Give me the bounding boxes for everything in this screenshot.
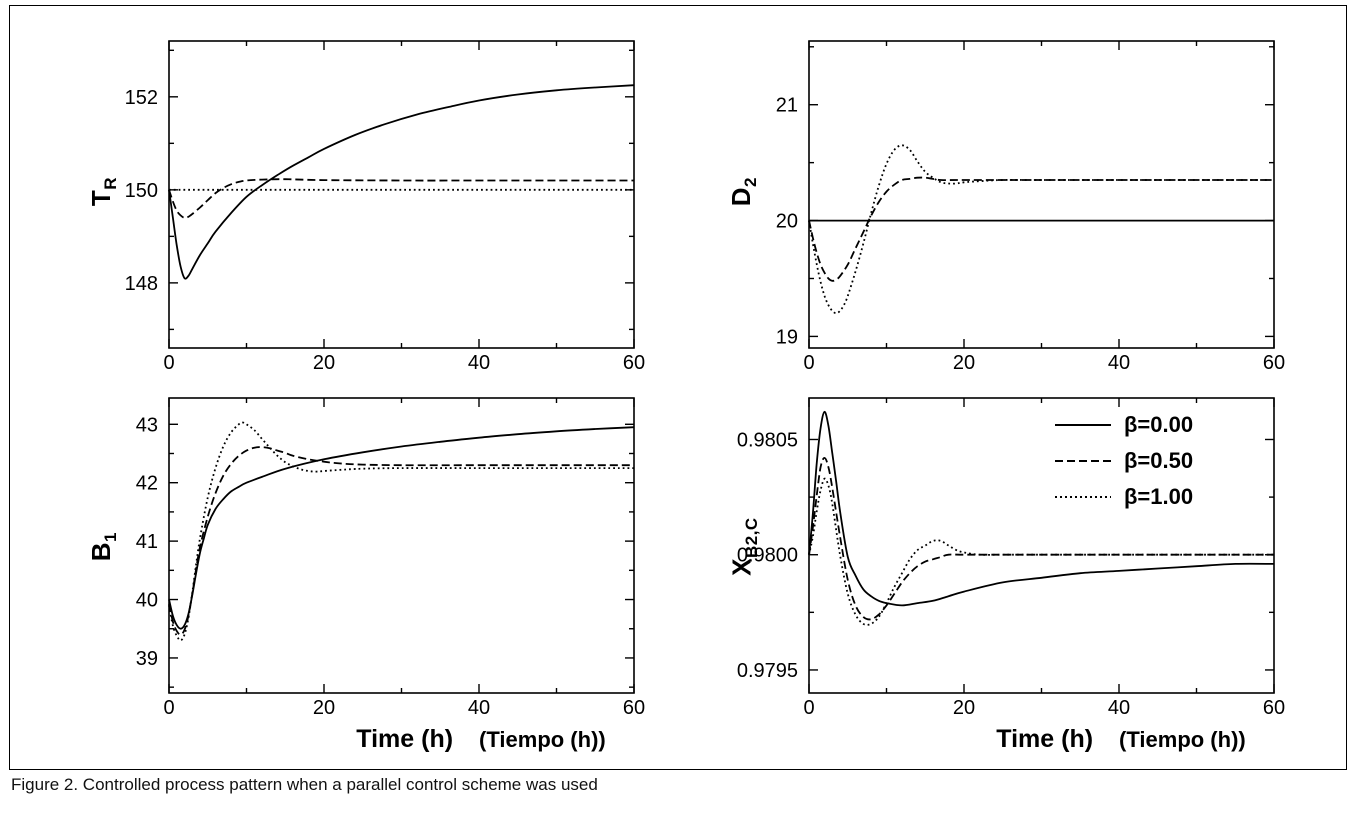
legend-item-beta-000: β=0.00: [1054, 407, 1193, 443]
svg-text:39: 39: [136, 648, 158, 670]
svg-text:40: 40: [468, 697, 490, 719]
svg-text:0: 0: [803, 697, 814, 719]
svg-text:0.9800: 0.9800: [737, 545, 798, 567]
svg-text:152: 152: [125, 87, 158, 109]
x-axis-title-es: (Tiempo (h)): [1119, 727, 1246, 752]
legend: β=0.00 β=0.50 β=1.00: [1054, 407, 1193, 515]
svg-text:40: 40: [1108, 352, 1130, 371]
svg-text:20: 20: [313, 352, 335, 371]
b1-plot: 0 20 40 60 39 40 41 42 43: [136, 397, 645, 719]
panel-xb2c: XB2,C 0 20 40 60 0.9795 0.9800 0.9805 Time (h)…: [661, 369, 1311, 764]
svg-text:0: 0: [803, 352, 814, 371]
x-axis-title-en: Time (h): [356, 725, 454, 753]
legend-label: β=0.00: [1124, 412, 1194, 437]
svg-text:0.9795: 0.9795: [737, 660, 798, 682]
svg-text:60: 60: [1263, 352, 1285, 371]
legend-line-dotted-icon: [1055, 496, 1111, 498]
svg-text:20: 20: [313, 697, 335, 719]
svg-text:60: 60: [623, 697, 645, 719]
x-axis-title: Time (h) (Tiempo (h)): [996, 725, 1245, 754]
svg-text:20: 20: [776, 211, 798, 233]
x-axis-title: Time (h) (Tiempo (h)): [356, 725, 605, 754]
svg-text:148: 148: [125, 273, 158, 295]
legend-item-beta-100: β=1.00: [1054, 479, 1193, 515]
svg-text:60: 60: [1263, 697, 1285, 719]
svg-text:40: 40: [136, 590, 158, 612]
legend-line-solid-icon: [1055, 424, 1111, 426]
svg-text:42: 42: [136, 473, 158, 495]
svg-text:60: 60: [623, 352, 645, 371]
svg-text:43: 43: [136, 414, 158, 436]
svg-text:0: 0: [163, 352, 174, 371]
legend-label: β=0.50: [1124, 448, 1194, 473]
svg-text:20: 20: [953, 352, 975, 371]
svg-text:0: 0: [163, 697, 174, 719]
svg-text:40: 40: [1108, 697, 1130, 719]
panel-tr: TR 0 20 40 60 148 150 152: [21, 11, 661, 373]
figure-2-frame: TR 0 20 40 60 148 150 152 D2 0 20 40 60 19 20 21 B1 …: [9, 5, 1347, 770]
legend-line-dashed-icon: [1055, 460, 1111, 462]
tr-plot: 0 20 40 60 148 150 152: [125, 40, 645, 371]
svg-text:150: 150: [125, 180, 158, 202]
panel-b1: B1 0 20 40 60 39 40 41 42 43 Time (h) (Tiempo (h)…: [21, 369, 661, 764]
xb2c-plot: 0 20 40 60 0.9795 0.9800 0.9805: [737, 397, 1285, 719]
x-axis-title-en: Time (h): [996, 725, 1094, 753]
svg-text:0.9805: 0.9805: [737, 429, 798, 451]
legend-item-beta-050: β=0.50: [1054, 443, 1193, 479]
d2-plot: 0 20 40 60 19 20 21: [776, 40, 1285, 371]
svg-text:21: 21: [776, 95, 798, 117]
x-axis-title-es: (Tiempo (h)): [479, 727, 606, 752]
svg-text:41: 41: [136, 531, 158, 553]
svg-text:19: 19: [776, 326, 798, 348]
svg-text:20: 20: [953, 697, 975, 719]
figure-caption: Figure 2. Controlled process pattern whe…: [11, 775, 598, 794]
panel-d2: D2 0 20 40 60 19 20 21: [661, 11, 1311, 373]
svg-text:40: 40: [468, 352, 490, 371]
legend-label: β=1.00: [1124, 484, 1194, 509]
